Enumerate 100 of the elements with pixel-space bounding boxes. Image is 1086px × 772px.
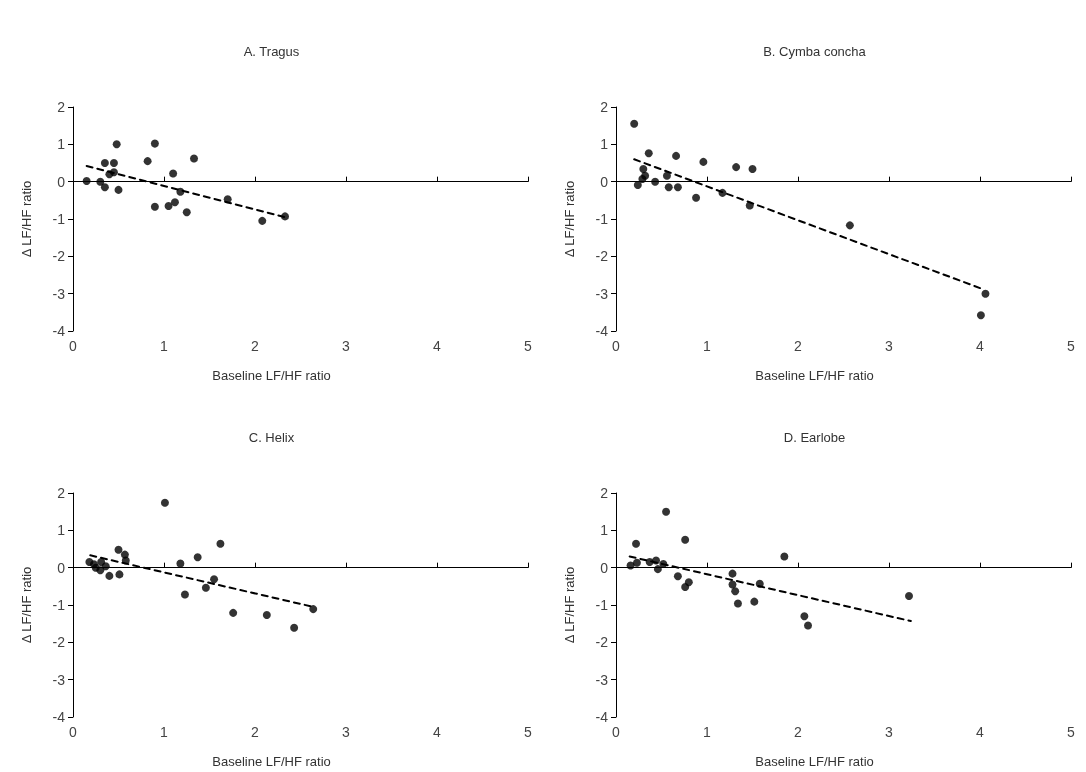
- x-tick-label: 2: [794, 338, 803, 354]
- point: [684, 578, 693, 587]
- point: [109, 159, 118, 167]
- point: [169, 169, 178, 178]
- point: [160, 498, 169, 507]
- x-tick-label: 5: [1067, 724, 1076, 740]
- point: [115, 570, 124, 579]
- x-axis-title: Baseline LF/HF ratio: [755, 754, 874, 769]
- point: [164, 201, 173, 210]
- point: [150, 139, 159, 148]
- point: [664, 183, 673, 192]
- point: [630, 119, 639, 128]
- x-tick-label: 0: [612, 338, 621, 354]
- x-tick-label: 1: [703, 338, 712, 354]
- point: [190, 154, 199, 163]
- x-tick-label: 2: [794, 724, 803, 740]
- point: [653, 565, 662, 574]
- point: [699, 157, 708, 166]
- y-tick-label: -3: [52, 671, 66, 688]
- y-tick-label: -3: [595, 671, 609, 688]
- y-tick-label: 2: [57, 485, 66, 501]
- point: [258, 216, 267, 225]
- point: [733, 599, 742, 608]
- x-tick-label: 4: [433, 724, 442, 740]
- point: [633, 181, 642, 190]
- x-tick-label: 3: [342, 338, 351, 354]
- x-tick-label: 3: [342, 724, 351, 740]
- y-axis-title: Δ LF/HF ratio: [562, 180, 577, 258]
- x-tick-label: 3: [885, 724, 894, 740]
- y-tick-label: 0: [57, 173, 66, 190]
- point: [632, 539, 641, 548]
- x-tick-label: 2: [251, 338, 260, 354]
- x-tick-label: 5: [524, 338, 533, 354]
- point: [731, 587, 740, 596]
- y-tick-label: -3: [52, 285, 66, 302]
- point: [750, 597, 759, 606]
- x-tick-label: 4: [976, 724, 985, 740]
- point: [82, 176, 91, 185]
- y-tick-label: 0: [600, 173, 609, 190]
- y-tick-label: -2: [595, 248, 609, 265]
- chart-title: C. Helix: [248, 430, 295, 445]
- point: [105, 571, 114, 580]
- point: [639, 164, 648, 173]
- y-tick-label: -1: [52, 597, 66, 613]
- y-tick-label: -3: [595, 285, 609, 302]
- y-tick-label: -2: [52, 634, 66, 651]
- y-axis-title: Δ LF/HF ratio: [562, 566, 577, 644]
- x-axis-title: Baseline LF/HF ratio: [212, 368, 331, 383]
- point: [229, 608, 238, 617]
- point: [96, 566, 105, 575]
- point: [981, 289, 990, 298]
- y-tick-label: -4: [595, 323, 609, 339]
- point: [210, 575, 219, 584]
- point: [182, 208, 191, 217]
- point: [170, 198, 179, 207]
- y-tick-label: 2: [57, 99, 66, 115]
- y-tick-label: -1: [52, 211, 66, 227]
- point: [728, 580, 737, 589]
- chart-title: D. Earlobe: [783, 430, 846, 445]
- y-tick-label: 2: [600, 485, 609, 501]
- point: [662, 171, 671, 180]
- point: [143, 157, 152, 166]
- point: [176, 559, 185, 568]
- point: [101, 562, 110, 571]
- point: [201, 583, 210, 592]
- point: [681, 535, 690, 544]
- x-tick-label: 4: [433, 338, 442, 354]
- point: [673, 183, 682, 192]
- point: [96, 177, 105, 186]
- y-axis-title: Δ LF/HF ratio: [19, 180, 34, 258]
- point: [780, 552, 789, 561]
- y-tick-label: 1: [600, 522, 609, 539]
- x-axis-title: Baseline LF/HF ratio: [755, 368, 874, 383]
- y-tick-label: -4: [52, 709, 66, 725]
- y-tick-label: -1: [595, 211, 609, 227]
- y-tick-label: -4: [595, 709, 609, 725]
- x-tick-label: 0: [69, 338, 78, 354]
- point: [638, 175, 647, 184]
- x-tick-label: 3: [885, 338, 894, 354]
- y-tick-label: -2: [595, 634, 609, 651]
- y-tick-label: 1: [57, 136, 66, 153]
- y-axis-title: Δ LF/HF ratio: [19, 566, 34, 644]
- point: [905, 592, 914, 601]
- x-tick-label: 0: [69, 724, 78, 740]
- point: [804, 621, 813, 630]
- point: [309, 605, 318, 614]
- point: [150, 202, 159, 211]
- point: [180, 590, 189, 599]
- point: [644, 149, 653, 158]
- y-tick-label: 1: [600, 136, 609, 153]
- y-tick-label: 2: [600, 99, 609, 115]
- y-tick-label: -2: [52, 248, 66, 265]
- point: [114, 185, 123, 194]
- point: [732, 163, 741, 172]
- y-tick-label: -4: [52, 323, 66, 339]
- y-tick-label: -1: [595, 597, 609, 613]
- point: [112, 140, 121, 149]
- point: [748, 164, 757, 173]
- point: [728, 569, 737, 578]
- point: [114, 545, 123, 554]
